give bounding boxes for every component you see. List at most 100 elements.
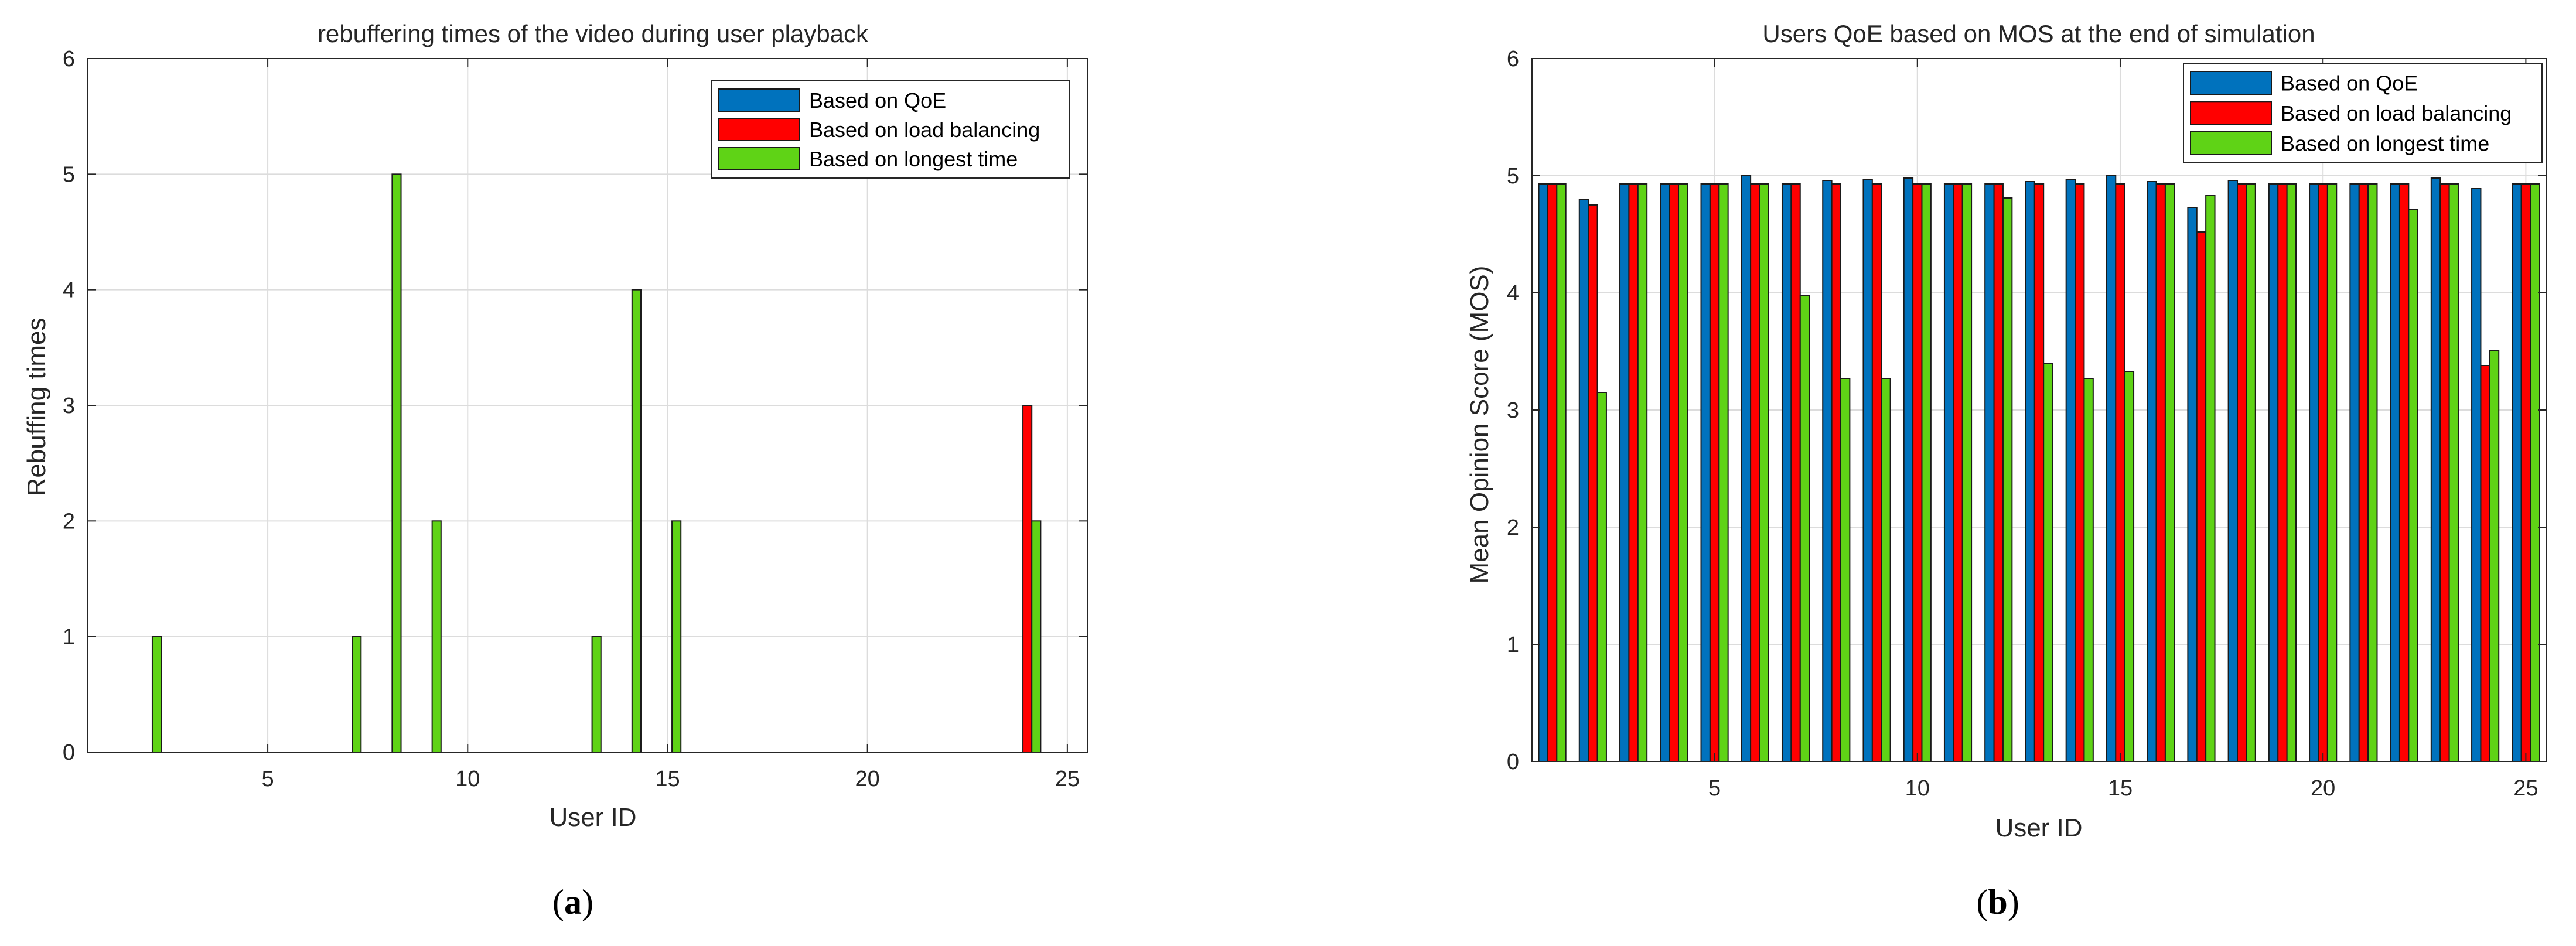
chart-b-caption: (b) — [1976, 883, 2019, 921]
chart-b-bar-qoe-user-13 — [2025, 181, 2035, 762]
chart-a-x-tick-label-15: 15 — [655, 767, 680, 791]
chart-b-bar-longest-user-9 — [1881, 378, 1891, 762]
chart-b-bar-qoe-user-3 — [1619, 183, 1630, 762]
chart-b-bar-load-user-16 — [2155, 183, 2166, 762]
chart-a-legend-swatch-qoe — [718, 88, 800, 112]
chart-b-bar-longest-user-24 — [2489, 350, 2500, 762]
chart-a-y-tick-label-3: 3 — [63, 394, 75, 418]
chart-b-bar-longest-user-21 — [2367, 183, 2378, 762]
chart-b-y-axis-label: Mean Opinion Score (MOS) — [1465, 266, 1494, 584]
chart-b-y-tick-label-5: 5 — [1507, 164, 1519, 189]
chart-b-y-tick-label-1: 1 — [1507, 633, 1519, 657]
chart-b-bar-load-user-23 — [2439, 183, 2450, 762]
chart-b: Users QoE based on MOS at the end of sim… — [1465, 20, 2547, 921]
chart-a-x-ticks: 5 10 15 20 25 — [262, 59, 1080, 791]
chart-a-x-tick-label-5: 5 — [262, 767, 274, 791]
chart-a-bar-longest-user-7 — [352, 636, 362, 753]
chart-b-bar-longest-user-1 — [1556, 183, 1567, 762]
chart-b-bar-load-user-9 — [1871, 183, 1882, 762]
chart-a-bar-longest-user-14 — [631, 289, 642, 753]
chart-b-bar-qoe-user-22 — [2390, 183, 2400, 762]
chart-a-legend-swatch-load — [718, 118, 800, 141]
chart-b-x-tick-label-10: 10 — [1905, 776, 1930, 801]
chart-b-bar-longest-user-19 — [2286, 183, 2297, 762]
chart-b-bar-qoe-user-25 — [2512, 183, 2522, 762]
chart-b-y-tick-label-3: 3 — [1507, 398, 1519, 423]
chart-b-legend-swatch-qoe — [2190, 71, 2272, 95]
chart-b-bar-load-user-12 — [1993, 183, 2004, 762]
chart-b-bar-load-user-21 — [2358, 183, 2369, 762]
chart-b-bar-load-user-8 — [1831, 183, 1841, 762]
chart-a-bar-longest-user-15 — [671, 520, 682, 753]
chart-b-legend-label-load: Based on load balancing — [2281, 101, 2512, 125]
chart-a-y-tick-label-6: 6 — [63, 47, 75, 71]
chart-b-bar-qoe-user-12 — [1984, 183, 1995, 762]
chart-b-bar-qoe-user-8 — [1822, 180, 1833, 762]
chart-b-bars — [1538, 175, 2540, 762]
chart-b-bar-qoe-user-7 — [1781, 183, 1792, 762]
chart-b-bar-load-user-14 — [2075, 183, 2085, 762]
chart-a-legend: Based on QoE Based on load balancing Based… — [711, 80, 1070, 179]
chart-a-y-tick-label-5: 5 — [63, 162, 75, 187]
chart-b-y-tick-label-6: 6 — [1507, 47, 1519, 71]
chart-b-bar-qoe-user-10 — [1903, 177, 1914, 762]
chart-b-bar-load-user-24 — [2480, 365, 2490, 762]
chart-b-bar-longest-user-11 — [1961, 183, 1973, 762]
chart-b-bar-longest-user-7 — [1799, 295, 1810, 762]
chart-b-x-tick-label-25: 25 — [2513, 776, 2538, 801]
chart-b-legend-label-qoe: Based on QoE — [2281, 71, 2418, 95]
chart-a-bars — [151, 173, 1042, 753]
chart-b-legend-swatch-longest — [2190, 131, 2272, 156]
chart-b-x-tick-label-15: 15 — [2108, 776, 2133, 801]
chart-b-legend-label-longest: Based on longest time — [2281, 131, 2489, 155]
chart-a-bar-load-user-24 — [1022, 405, 1033, 753]
chart-b-bar-load-user-2 — [1588, 204, 1598, 762]
chart-b-bar-load-user-10 — [1912, 183, 1923, 762]
chart-b-bar-load-user-1 — [1547, 183, 1558, 762]
chart-b-bar-qoe-user-23 — [2430, 177, 2441, 762]
chart-a-x-tick-label-25: 25 — [1055, 767, 1080, 791]
chart-b-legend: Based on QoE Based on load balancing Based… — [2183, 63, 2543, 163]
chart-a-bar-longest-user-9 — [431, 520, 442, 753]
chart-b-bar-longest-user-22 — [2408, 209, 2418, 762]
chart-b-bar-longest-user-2 — [1596, 392, 1607, 762]
chart-b-bar-qoe-user-15 — [2106, 175, 2117, 762]
chart-b-bar-longest-user-12 — [2002, 197, 2013, 762]
chart-b-bar-longest-user-17 — [2205, 195, 2216, 762]
chart-b-bar-longest-user-13 — [2043, 363, 2053, 762]
chart-b-bar-load-user-13 — [2033, 183, 2045, 762]
chart-b-bar-load-user-7 — [1790, 183, 1801, 762]
chart-a-y-axis-label: Rebuffing times — [22, 318, 51, 497]
chart-b-x-tick-label-20: 20 — [2311, 776, 2335, 801]
chart-b-bar-qoe-user-9 — [1862, 179, 1873, 762]
chart-b-y-ticks: 0 1 2 3 4 5 6 — [1507, 47, 2546, 774]
chart-b-bar-longest-user-5 — [1718, 183, 1729, 762]
chart-b-bar-qoe-user-1 — [1538, 183, 1548, 762]
chart-b-bar-load-user-3 — [1628, 183, 1639, 762]
chart-b-y-tick-label-0: 0 — [1507, 750, 1519, 774]
chart-b-y-tick-label-4: 4 — [1507, 281, 1519, 306]
chart-a-legend-label-load: Based on load balancing — [809, 118, 1040, 142]
chart-b-bar-load-user-22 — [2398, 183, 2410, 762]
chart-b-bar-load-user-15 — [2115, 183, 2125, 762]
chart-a-legend-label-longest: Based on longest time — [809, 147, 1018, 171]
chart-b-bar-longest-user-8 — [1840, 378, 1851, 762]
chart-a-y-tick-label-0: 0 — [63, 740, 75, 765]
chart-b-bar-load-user-17 — [2196, 231, 2207, 762]
chart-b-bar-load-user-19 — [2277, 183, 2288, 762]
chart-b-bar-longest-user-3 — [1637, 183, 1648, 762]
chart-b-bar-longest-user-20 — [2326, 183, 2338, 762]
chart-b-bar-load-user-18 — [2237, 183, 2247, 762]
chart-a-bar-longest-user-24 — [1031, 520, 1042, 753]
chart-a-bar-longest-user-8 — [391, 173, 402, 753]
chart-b-bar-load-user-25 — [2520, 183, 2531, 762]
chart-b-bar-load-user-5 — [1709, 183, 1720, 762]
chart-a-bar-longest-user-2 — [151, 636, 162, 753]
chart-a-title: rebuffering times of the video during us… — [318, 20, 869, 47]
chart-b-bar-load-user-11 — [1953, 183, 1963, 762]
chart-b-bar-qoe-user-18 — [2227, 180, 2239, 762]
chart-b-bar-qoe-user-21 — [2349, 183, 2360, 762]
chart-a-y-tick-label-2: 2 — [63, 509, 75, 534]
chart-a-x-tick-label-20: 20 — [855, 767, 880, 791]
